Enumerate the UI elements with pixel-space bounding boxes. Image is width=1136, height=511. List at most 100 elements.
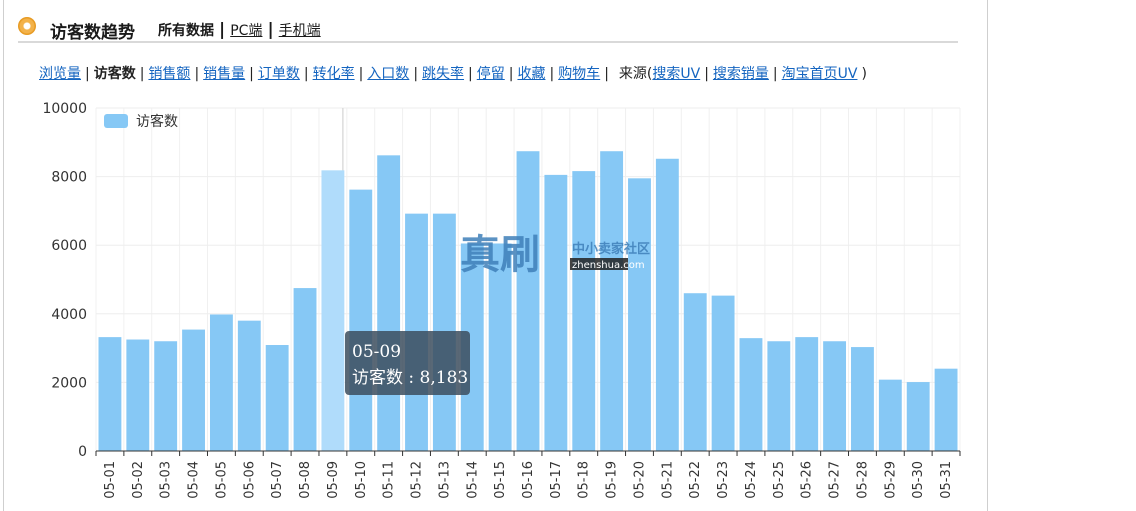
bar — [655, 158, 679, 451]
source-link[interactable]: 淘宝首页UV — [781, 66, 858, 82]
metric-separator: | — [413, 66, 419, 82]
x-tick-label: 05-15 — [493, 461, 508, 499]
metric-tab[interactable]: 订单数 — [257, 66, 300, 82]
all-data-link[interactable]: 所有数据 — [158, 23, 214, 39]
chart-tooltip: 05-09 访客数 : 8,183 — [345, 331, 470, 395]
metric-separator: | — [772, 66, 778, 82]
y-tick-label: 0 — [78, 444, 87, 460]
bar — [711, 295, 735, 451]
x-tick-label: 05-29 — [883, 461, 898, 499]
metric-tab: 访客数 — [93, 66, 136, 82]
x-tick-label: 05-17 — [549, 461, 564, 499]
y-tick-label: 10000 — [42, 101, 87, 117]
x-tick-label: 05-09 — [326, 461, 341, 499]
metric-tab[interactable]: 收藏 — [517, 66, 546, 82]
x-tick-label: 05-03 — [159, 461, 174, 499]
y-tick-label: 2000 — [51, 375, 87, 391]
metric-separator: | — [468, 66, 473, 82]
metric-tab[interactable]: 销售量 — [203, 66, 246, 82]
tooltip-value: 访客数 : 8,183 — [352, 368, 469, 388]
device-filter: 所有数据 | PC端 | 手机端 — [158, 20, 321, 40]
bar — [182, 329, 205, 451]
watermark-site: zhenshua.com — [572, 260, 645, 271]
mobile-link[interactable]: 手机端 — [278, 23, 321, 39]
bar — [265, 345, 289, 451]
source-link[interactable]: 搜索销量 — [712, 66, 769, 82]
x-tick-label: 05-11 — [382, 461, 397, 499]
metric-separator: | — [549, 66, 555, 82]
y-tick-label: 8000 — [51, 170, 87, 186]
watermark: 真刷 中小卖家社区 zhenshua.com — [460, 231, 675, 278]
metric-tab[interactable]: 跳失率 — [422, 66, 465, 82]
bar — [516, 151, 540, 451]
metric-separator: | — [704, 66, 709, 82]
bar — [823, 341, 847, 451]
metric-tab[interactable]: 浏览量 — [39, 66, 81, 82]
metric-separator: | — [194, 66, 200, 82]
bar — [628, 178, 651, 451]
x-tick-label: 05-05 — [214, 461, 229, 499]
separator: | — [219, 20, 226, 40]
x-tick-label: 05-08 — [298, 461, 313, 499]
bar — [154, 341, 178, 451]
metric-separator: | — [139, 66, 145, 82]
x-tick-label: 05-28 — [855, 461, 870, 499]
bar — [126, 339, 150, 451]
bar — [460, 243, 484, 451]
bar — [237, 320, 261, 451]
metric-tab[interactable]: 转化率 — [312, 66, 355, 82]
header-bar: 访客数趋势 所有数据 | PC端 | 手机端 — [18, 14, 958, 43]
bar — [795, 337, 819, 451]
x-tick-label: 05-10 — [354, 461, 369, 499]
x-tick-label: 05-07 — [270, 461, 285, 499]
x-tick-label: 05-24 — [744, 461, 759, 499]
metric-tab[interactable]: 入口数 — [367, 66, 410, 82]
x-tick-label: 05-26 — [800, 461, 815, 499]
bar — [349, 189, 373, 451]
bar — [683, 293, 707, 451]
watermark-main: 真刷 — [460, 232, 540, 276]
metric-separator: | — [85, 66, 90, 82]
y-tick-label: 4000 — [51, 307, 87, 323]
y-tick-label: 6000 — [51, 238, 87, 254]
bar — [600, 151, 624, 451]
pc-link[interactable]: PC端 — [230, 23, 263, 39]
source-link[interactable]: 搜索UV — [652, 66, 701, 82]
metric-tabs: 浏览量 | 访客数 | 销售额 | 销售量 | 订单数 | 转化率 | 入口数 | 跳失率 | 停留 | 收藏 | 购物… — [39, 63, 867, 83]
x-tick-label: 05-18 — [577, 461, 592, 499]
bar — [739, 338, 763, 451]
bar — [906, 382, 930, 451]
source-close: ) — [861, 66, 867, 82]
watermark-logo-icon: 真刷 中小卖家社区 zhenshua.com — [460, 231, 650, 278]
metric-separator: | — [358, 66, 364, 82]
legend-swatch — [104, 114, 128, 128]
watermark-tagline: 中小卖家社区 — [572, 241, 650, 257]
frame-right-border — [987, 0, 988, 511]
page-title: 访客数趋势 — [50, 23, 135, 43]
bar — [293, 288, 317, 451]
x-tick-label: 05-25 — [772, 461, 787, 499]
x-tick-label: 05-27 — [828, 461, 843, 499]
x-tick-label: 05-06 — [242, 461, 257, 499]
x-tick-label: 05-04 — [187, 461, 202, 499]
metric-separator: | — [604, 66, 609, 82]
orange-bullet-icon — [18, 17, 36, 35]
x-tick-label: 05-12 — [410, 461, 425, 499]
metric-tab[interactable]: 销售额 — [148, 66, 191, 82]
bar — [878, 379, 902, 451]
x-tick-label: 05-13 — [437, 461, 452, 499]
metric-separator: | — [508, 66, 514, 82]
metric-separator: | — [249, 66, 254, 82]
bar — [572, 171, 596, 451]
bar — [851, 347, 874, 451]
legend-label: 访客数 — [136, 113, 178, 130]
metric-tab[interactable]: 购物车 — [558, 66, 601, 82]
separator: | — [267, 20, 274, 40]
bar — [98, 337, 122, 451]
header-divider — [18, 41, 958, 43]
metric-separator: | — [303, 66, 309, 82]
x-tick-label: 05-21 — [660, 461, 675, 499]
bar — [767, 341, 791, 451]
metric-tab[interactable]: 停留 — [476, 66, 505, 82]
